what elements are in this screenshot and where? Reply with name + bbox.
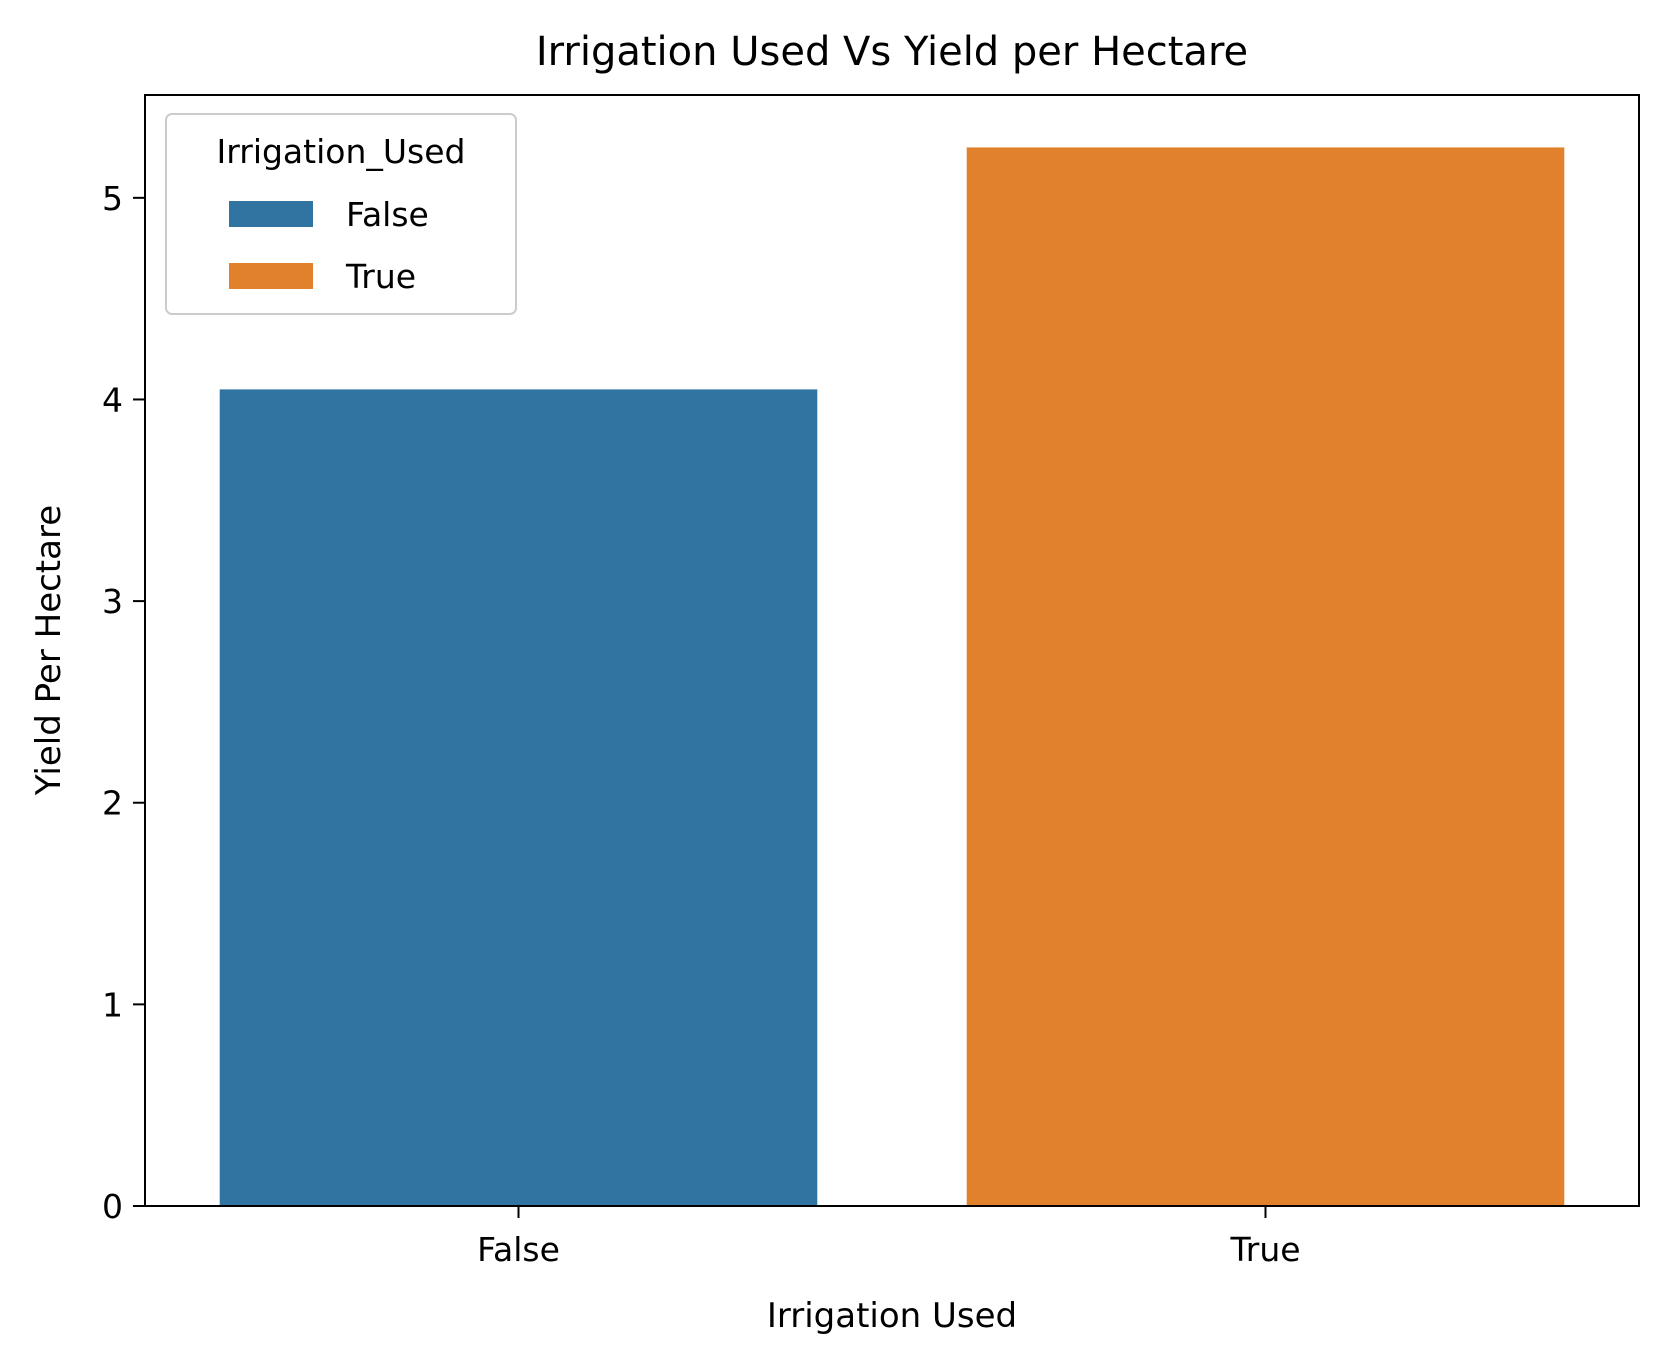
y-axis-label: Yield Per Hectare bbox=[29, 505, 69, 796]
x-tick-label: False bbox=[477, 1230, 560, 1269]
y-tick-label: 5 bbox=[102, 179, 123, 218]
legend-swatch-false bbox=[229, 201, 313, 227]
bar-true bbox=[966, 147, 1565, 1206]
legend-title: Irrigation_Used bbox=[217, 132, 466, 171]
y-tick-label: 2 bbox=[102, 784, 123, 823]
legend: Irrigation_Used False True bbox=[165, 113, 517, 315]
y-tick-label: 0 bbox=[102, 1187, 123, 1226]
legend-swatch-true bbox=[229, 263, 313, 289]
chart-title: Irrigation Used Vs Yield per Hectare bbox=[536, 29, 1248, 75]
y-axis: 0 1 2 3 4 5 bbox=[102, 179, 145, 1226]
legend-entry-true: True bbox=[345, 257, 416, 296]
y-tick-label: 1 bbox=[102, 985, 123, 1024]
y-tick-label: 3 bbox=[102, 582, 123, 621]
plot-frame bbox=[144, 94, 1640, 1207]
x-tick-label: True bbox=[1229, 1230, 1300, 1269]
x-axis: False True bbox=[477, 1206, 1301, 1269]
bar-false bbox=[219, 389, 818, 1206]
legend-entry-false: False bbox=[346, 195, 429, 234]
x-axis-label: Irrigation Used bbox=[767, 1296, 1017, 1336]
y-tick-label: 4 bbox=[102, 380, 123, 419]
bars-group bbox=[219, 147, 1565, 1206]
